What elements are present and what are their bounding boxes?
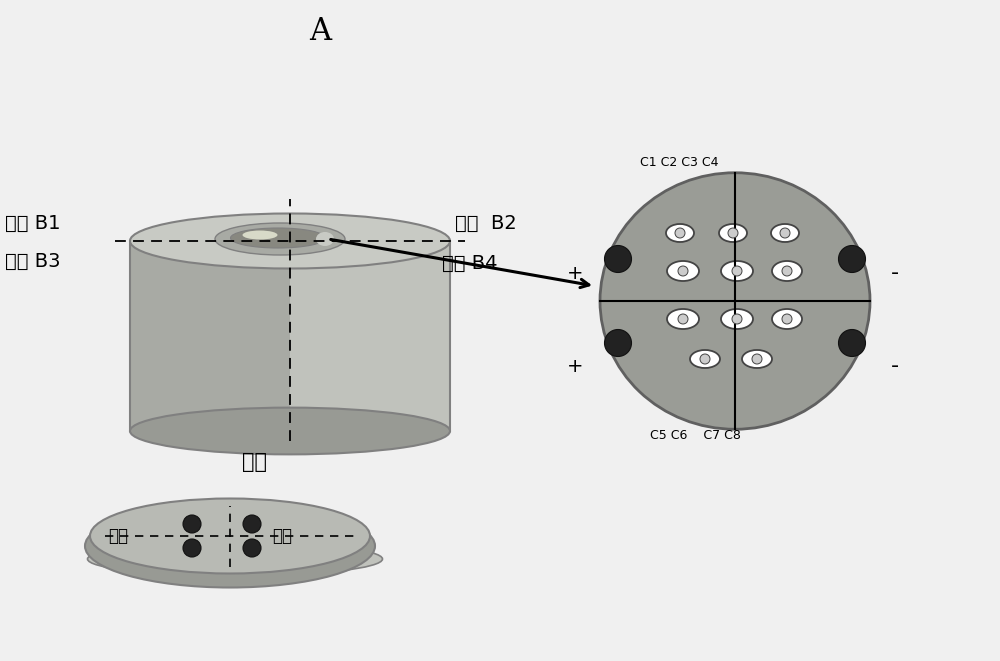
Ellipse shape [90,498,370,574]
Circle shape [604,245,632,272]
Circle shape [675,228,685,238]
Text: 负极 B4: 负极 B4 [442,254,498,272]
Ellipse shape [242,231,278,239]
Circle shape [243,515,261,533]
Circle shape [728,228,738,238]
Text: 底面: 底面 [242,451,268,471]
Circle shape [732,266,742,276]
Ellipse shape [721,309,753,329]
Text: +: + [567,356,583,375]
Ellipse shape [667,309,699,329]
Text: 负极: 负极 [272,527,292,545]
Text: A: A [309,15,331,46]
Ellipse shape [215,223,345,255]
Ellipse shape [87,542,382,576]
Circle shape [752,354,762,364]
Ellipse shape [130,408,450,454]
Ellipse shape [772,309,802,329]
Ellipse shape [742,350,772,368]
Text: C1 C2 C3 C4: C1 C2 C3 C4 [640,156,718,169]
Text: 正极 B3: 正极 B3 [5,251,60,270]
Circle shape [678,266,688,276]
Circle shape [782,266,792,276]
Text: C5 C6    C7 C8: C5 C6 C7 C8 [650,429,741,442]
Circle shape [604,329,632,356]
Ellipse shape [771,224,799,242]
Ellipse shape [130,214,450,268]
Circle shape [183,515,201,533]
Ellipse shape [600,173,870,429]
Circle shape [780,228,790,238]
Ellipse shape [772,261,802,281]
Ellipse shape [85,504,375,588]
Ellipse shape [721,261,753,281]
Ellipse shape [667,261,699,281]
Circle shape [678,314,688,324]
Ellipse shape [230,228,326,248]
Text: 负极  B2: 负极 B2 [455,214,517,233]
Polygon shape [130,241,290,431]
Text: -: - [891,263,899,283]
Text: +: + [567,264,583,282]
Text: -: - [891,356,899,376]
Text: 正极: 正极 [108,527,128,545]
Circle shape [838,329,866,356]
Ellipse shape [666,224,694,242]
Polygon shape [290,241,450,431]
Circle shape [732,314,742,324]
Circle shape [782,314,792,324]
Ellipse shape [316,232,334,246]
Circle shape [838,245,866,272]
Circle shape [700,354,710,364]
Ellipse shape [690,350,720,368]
Ellipse shape [719,224,747,242]
Circle shape [243,539,261,557]
Circle shape [183,539,201,557]
Text: 正极 B1: 正极 B1 [5,214,60,233]
